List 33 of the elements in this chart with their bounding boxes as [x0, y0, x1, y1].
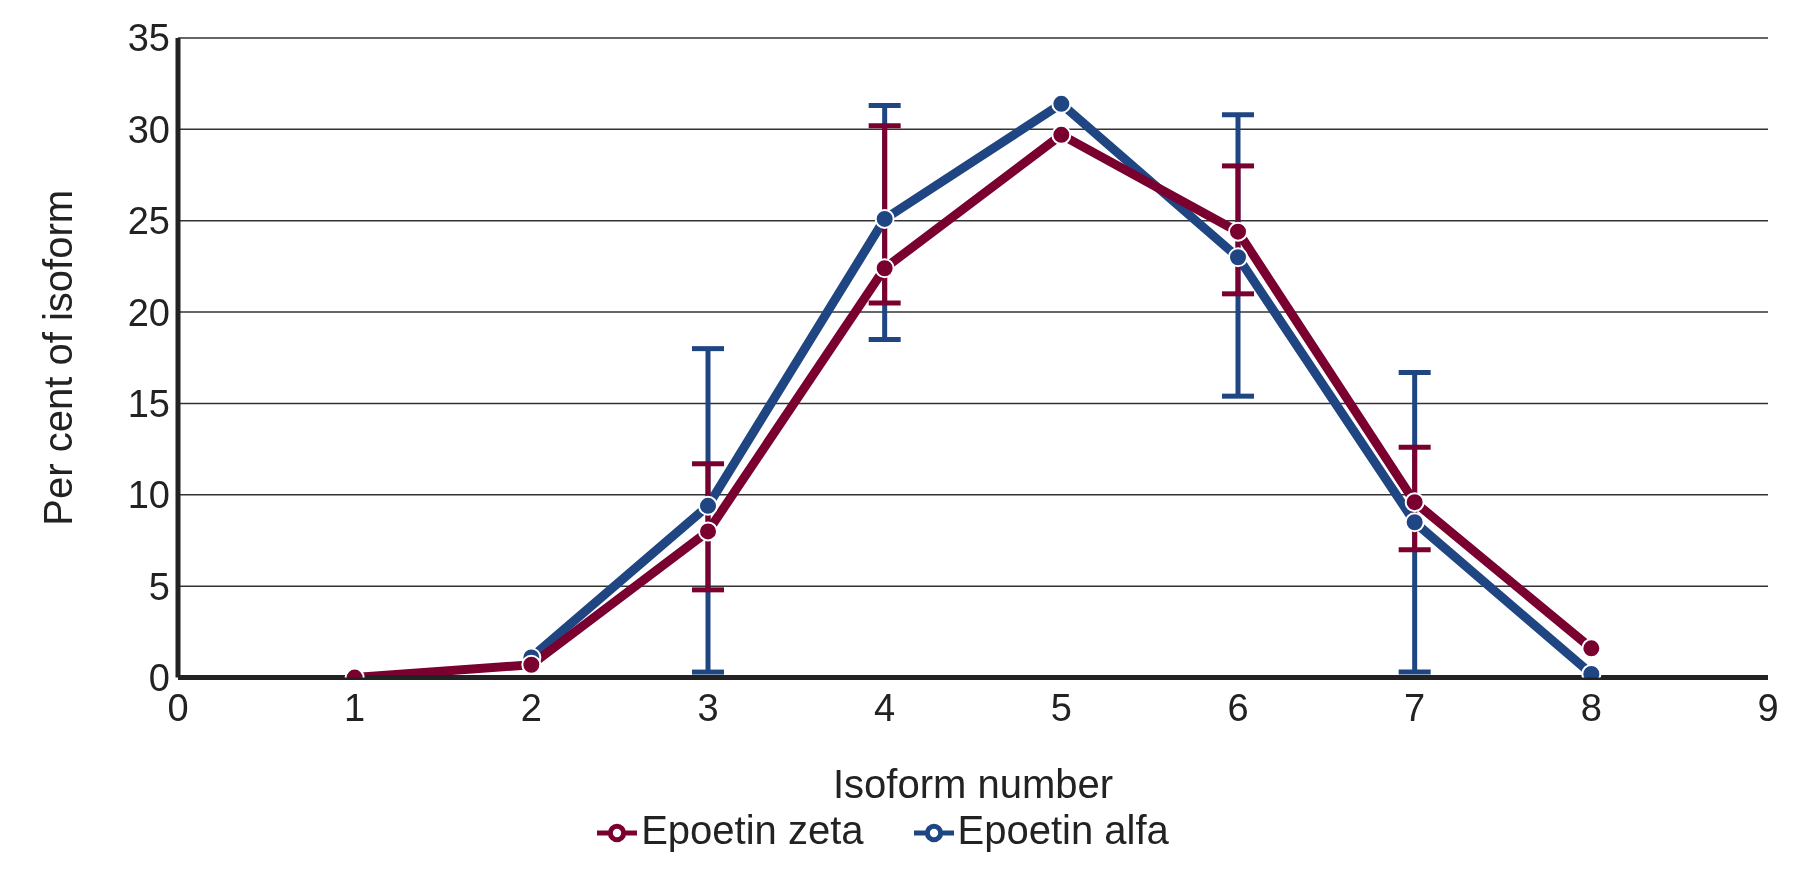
x-tick-label: 5 — [1050, 686, 1072, 729]
legend-label: Epoetin zeta — [641, 807, 864, 852]
x-axis-title: Isoform number — [832, 761, 1114, 806]
y-tick-label: 10 — [127, 474, 170, 517]
point — [1228, 221, 1248, 242]
point — [1404, 492, 1425, 513]
x-tick-label: 6 — [1227, 686, 1249, 729]
y-tick-label: 30 — [127, 108, 170, 151]
x-tick-label: 3 — [697, 686, 719, 729]
point — [1581, 638, 1602, 659]
x-tick-label: 1 — [344, 686, 366, 729]
point — [1051, 93, 1072, 114]
point — [874, 208, 895, 229]
legend-label: Epoetin alfa — [957, 807, 1169, 852]
y-tick-label: 20 — [127, 291, 170, 334]
point — [1404, 512, 1425, 533]
x-tick-label: 2 — [520, 686, 542, 729]
y-tick-label: 35 — [127, 17, 170, 60]
point — [521, 654, 542, 675]
x-tick-label: 8 — [1580, 686, 1602, 729]
y-tick-label: 5 — [148, 565, 170, 608]
x-tick-label: 4 — [874, 686, 896, 729]
point — [1051, 124, 1072, 145]
y-tick-label: 15 — [127, 382, 170, 425]
y-axis-title: Per cent of isoform — [36, 189, 81, 526]
point — [698, 495, 718, 516]
point — [874, 258, 895, 279]
point — [1228, 247, 1248, 268]
y-tick-label: 25 — [127, 200, 170, 243]
x-tick-label: 9 — [1757, 686, 1779, 729]
x-tick-label: 7 — [1404, 686, 1426, 729]
y-tick-label: 0 — [148, 657, 170, 700]
point — [698, 521, 718, 542]
